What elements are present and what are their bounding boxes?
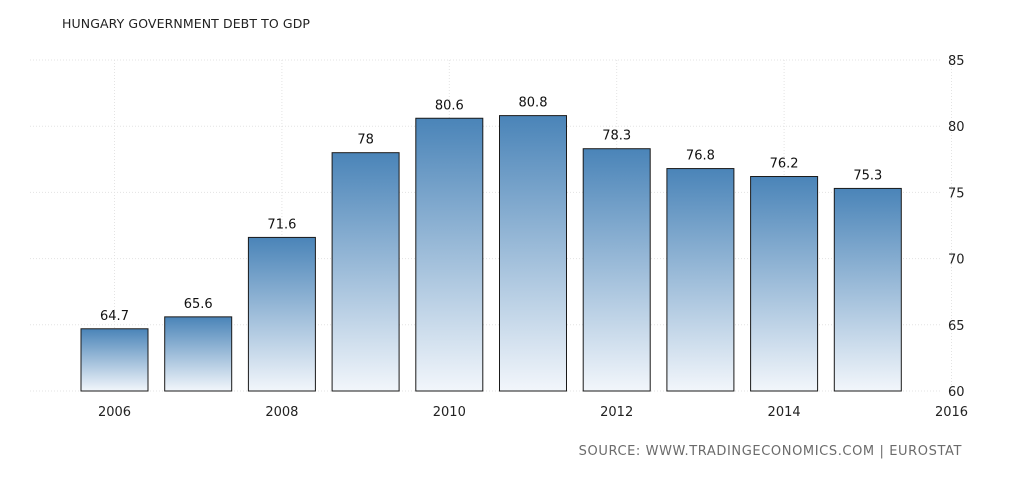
data-label-2008: 71.6 (267, 217, 296, 232)
x-tick-label: 2008 (265, 405, 298, 420)
y-tick-label: 80 (948, 120, 965, 135)
data-label-2006: 64.7 (100, 309, 129, 324)
x-tick-label: 2016 (935, 405, 968, 420)
x-tick-label: 2006 (98, 405, 131, 420)
bar-2010 (415, 117, 484, 392)
y-tick-label: 65 (948, 319, 965, 334)
data-label-2014: 76.2 (770, 157, 799, 172)
y-tick-label: 60 (948, 385, 965, 400)
chart-title: HUNGARY GOVERNMENT DEBT TO GDP (62, 16, 311, 31)
y-tick-label: 75 (948, 186, 965, 201)
data-label-2011: 80.8 (519, 96, 548, 111)
x-tick-label: 2010 (433, 405, 466, 420)
bar-2011 (499, 115, 567, 392)
source-attribution: SOURCE: WWW.TRADINGECONOMICS.COM | EUROS… (578, 444, 962, 459)
data-label-2015: 75.3 (853, 168, 882, 183)
y-tick-label: 70 (948, 253, 965, 268)
bar-2014 (750, 176, 819, 392)
data-label-2007: 65.6 (184, 297, 213, 312)
data-label-2012: 78.3 (602, 129, 631, 144)
bar-2012 (582, 148, 651, 392)
x-tick-label: 2012 (600, 405, 633, 420)
x-tick-label: 2014 (768, 405, 801, 420)
bar-2008 (247, 236, 316, 392)
bar-2009 (331, 152, 400, 392)
bar-2007 (164, 316, 233, 392)
bar-2015 (833, 187, 902, 392)
data-label-2009: 78 (357, 133, 374, 148)
bar-2006 (80, 328, 149, 392)
y-tick-label: 85 (948, 54, 965, 69)
bar-2013 (666, 168, 735, 392)
data-label-2013: 76.8 (686, 149, 715, 164)
data-label-2010: 80.6 (435, 98, 464, 113)
